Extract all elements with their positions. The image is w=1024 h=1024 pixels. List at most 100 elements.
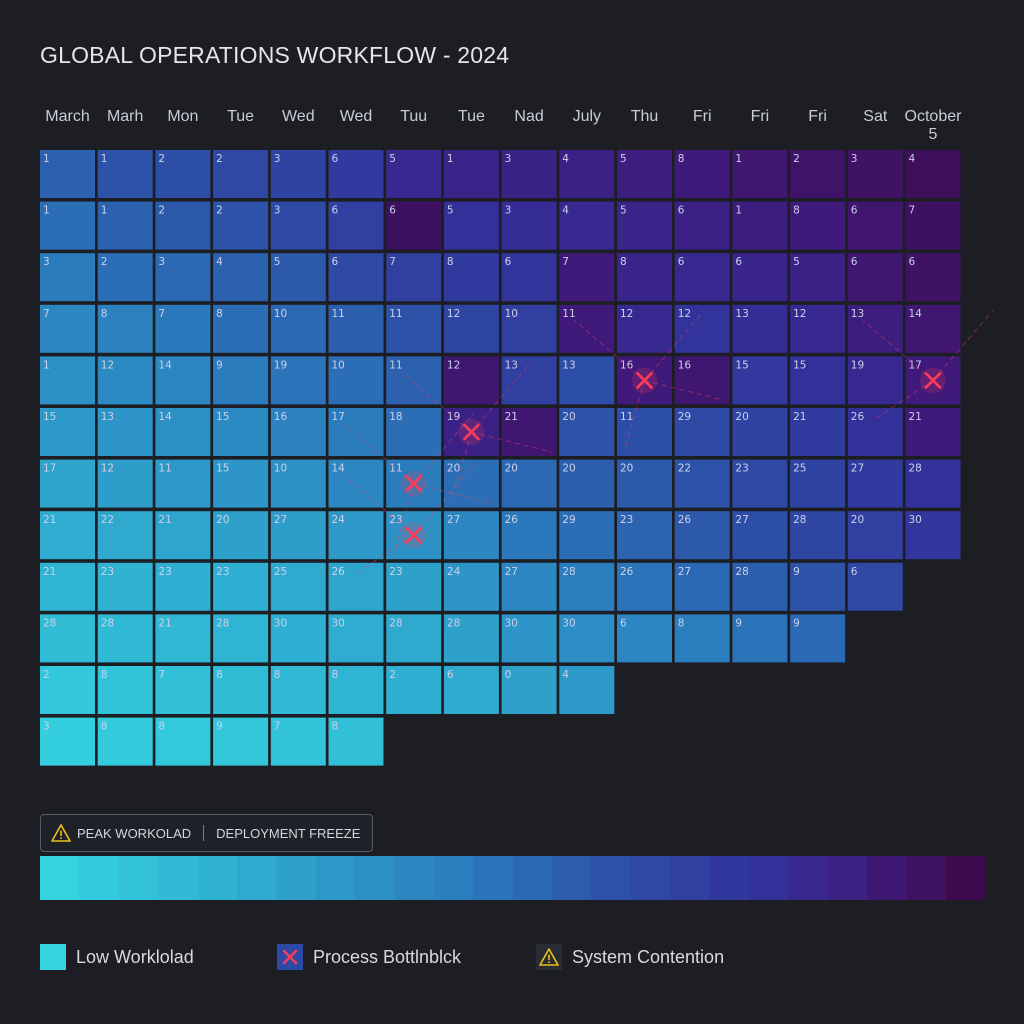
cell-number: 8: [332, 669, 339, 681]
cell-number: 4: [216, 256, 223, 268]
bottleneck-connector: [413, 483, 494, 505]
day-label: Wed: [339, 108, 373, 125]
heatmap-cell: [674, 408, 730, 456]
cell-number: 12: [101, 359, 114, 371]
heatmap-cell: [617, 511, 672, 560]
intensity-scale-bar: [40, 856, 985, 900]
heatmap-cell: [732, 304, 788, 353]
heatmap-cell: [213, 408, 269, 456]
bottleneck-connector: [471, 431, 552, 453]
cell-number: 7: [274, 721, 281, 733]
day-label: October 5: [904, 108, 962, 143]
heatmap-cell: [559, 201, 615, 250]
cell-number: 6: [851, 256, 858, 268]
heatmap-cell: [617, 614, 672, 663]
cell-number: 4: [909, 153, 916, 165]
cell-number: 6: [332, 153, 339, 165]
scale-segment: [866, 856, 907, 900]
bottleneck-connector: [353, 534, 414, 576]
cell-number: 11: [620, 411, 633, 423]
heatmap-cell: [97, 511, 153, 560]
cell-number: 8: [678, 617, 685, 629]
cell-number: 21: [43, 566, 56, 578]
heatmap-cell: [213, 459, 269, 508]
heatmap-cell: [328, 459, 384, 508]
cell-number: 7: [389, 256, 396, 268]
cell-number: 5: [620, 205, 627, 217]
heatmap-cell: [40, 717, 95, 766]
heatmap-cell: [328, 511, 384, 560]
cell-number: 2: [101, 256, 108, 268]
heatmap-cell: [617, 201, 672, 250]
cell-number: 27: [678, 566, 691, 578]
scale-segment: [945, 856, 985, 900]
heatmap-cell: [328, 614, 384, 663]
heatmap-cell: [674, 614, 730, 663]
legend: Low Worklolad Process Bottlnblck System …: [40, 944, 985, 972]
heatmap-cell: [790, 511, 846, 560]
cell-number: 20: [735, 411, 748, 423]
heatmap-cell: [847, 304, 903, 353]
cell-number: 6: [909, 256, 916, 268]
cell-number: 6: [620, 617, 627, 629]
bottleneck-x-icon: [400, 522, 427, 549]
heatmap-cell: [559, 666, 615, 714]
cell-number: 11: [389, 359, 402, 371]
heatmap-cell: [328, 408, 384, 456]
cell-number: 1: [43, 359, 50, 371]
heatmap-cell: [270, 253, 326, 302]
heatmap-cell: [40, 408, 95, 456]
bottleneck-connector: [872, 379, 934, 421]
heatmap-cell: [732, 562, 788, 611]
cell-number: 2: [389, 669, 396, 681]
legend-bottleneck-label: Process Bottlnblck: [313, 946, 462, 967]
heatmap-cell: [155, 562, 211, 611]
cell-number: 13: [562, 359, 575, 371]
heatmap-cell: [40, 356, 95, 405]
heatmap-cell: [617, 150, 672, 198]
heatmap-cell: [617, 253, 672, 302]
cell-number: 23: [158, 566, 171, 578]
scale-segment: [473, 856, 513, 900]
cell-number: 23: [389, 566, 402, 578]
cell-number: 6: [332, 256, 339, 268]
heatmap-cell: [443, 562, 499, 611]
cell-number: 2: [43, 669, 50, 681]
cell-number: 25: [793, 463, 806, 475]
scale-segment: [827, 856, 867, 900]
heatmap-cell: [386, 356, 442, 405]
heatmap-cell: [155, 253, 211, 302]
cell-number: 4: [562, 153, 569, 165]
cell-number: 28: [216, 617, 229, 629]
day-label: Nad: [514, 108, 544, 125]
cell-number: 20: [447, 463, 460, 475]
heatmap-cell: [270, 562, 326, 611]
cell-number: 14: [909, 308, 923, 320]
heatmap-cell: [501, 562, 557, 611]
heatmap-cell: [443, 304, 499, 353]
flag-box: PEAK WORKOLAD DEPLOYMENT FREEZE: [40, 814, 374, 852]
cell-number: 16: [274, 411, 288, 423]
cell-number: 2: [158, 205, 165, 217]
heatmap-cell: [905, 408, 961, 456]
cell-number: 21: [158, 514, 171, 526]
heatmap-cell: [328, 666, 384, 714]
cell-number: 8: [447, 256, 454, 268]
heatmap-cell: [790, 253, 846, 302]
heatmap-cell: [155, 201, 211, 250]
cell-number: 26: [332, 566, 346, 578]
cell-number: 26: [678, 514, 692, 526]
cell-number: 28: [909, 463, 922, 475]
heatmap-cell: [213, 666, 269, 714]
heatmap-cell: [674, 511, 730, 560]
cell-number: 3: [851, 153, 858, 165]
heatmap-cell: [270, 408, 326, 456]
cell-number: 26: [505, 514, 519, 526]
cell-number: 1: [43, 153, 50, 165]
bottleneck-connector: [574, 320, 645, 381]
scale-segment: [236, 856, 277, 900]
cell-number: 15: [216, 463, 229, 475]
cell-number: 7: [909, 205, 916, 217]
heatmap-cell: [328, 717, 384, 766]
heatmap-cell: [559, 614, 615, 663]
